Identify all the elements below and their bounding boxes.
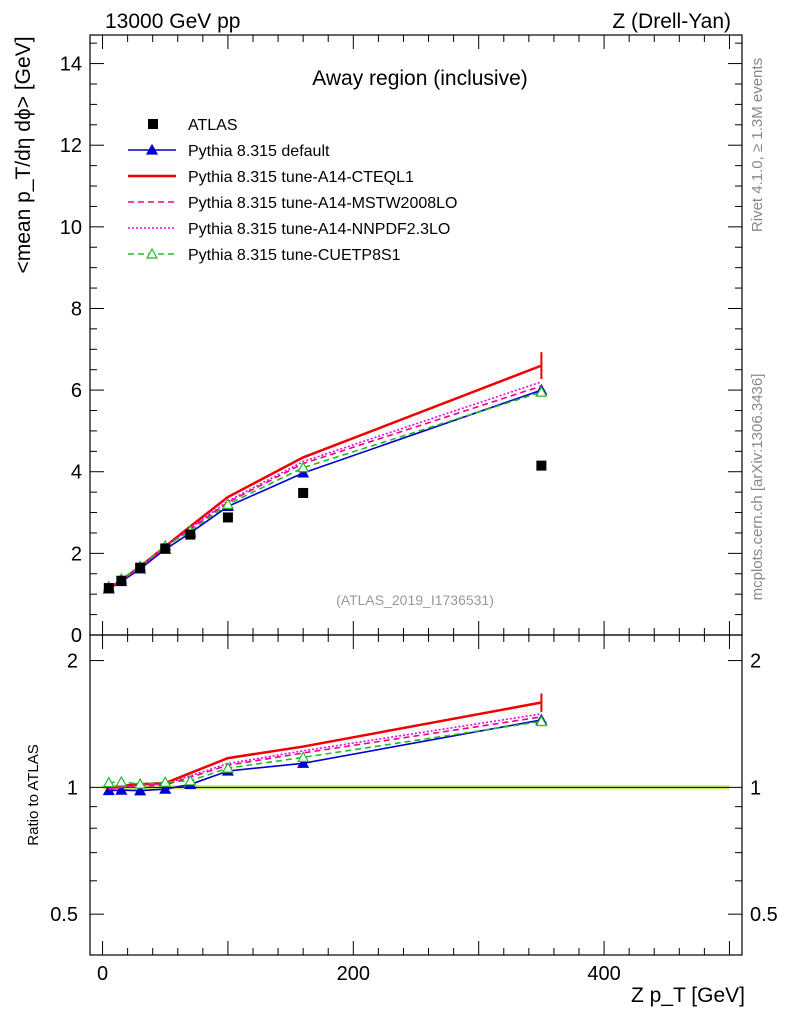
ratio-marker: [102, 784, 115, 796]
data-point: [135, 562, 146, 573]
series-line-3: [108, 381, 542, 590]
ratio-panel-frame: [89, 634, 743, 956]
ratio-marker: [159, 782, 172, 794]
series-marker: [297, 461, 310, 473]
ratio-marker: [297, 757, 310, 768]
data-point: [160, 543, 171, 554]
y-tick-label: 8: [71, 298, 82, 320]
ratio-tick-label: 1: [67, 777, 78, 799]
y-tick-label: 0: [71, 625, 82, 647]
legend-marker-data: [148, 119, 158, 129]
legend-label: Pythia 8.315 tune-A14-CTEQL1: [188, 169, 414, 186]
header-right: Z (Drell-Yan): [612, 10, 731, 33]
data-point: [185, 529, 196, 540]
ratio-marker: [159, 776, 172, 787]
ratio-marker: [115, 783, 128, 795]
series-marker: [221, 498, 234, 509]
ratio-marker: [535, 715, 548, 727]
y-tick-label: 2: [71, 543, 82, 565]
legend-marker: [145, 143, 159, 155]
analysis-id: (ATLAS_2019_I1736531): [336, 592, 494, 608]
ratio-tick-label-right: 2: [750, 651, 761, 673]
legend-label: Pythia 8.315 default: [188, 143, 330, 160]
ratio-tick-label-right: 1: [750, 777, 761, 799]
ratio-tick-label-right: 0.5: [750, 904, 778, 926]
ratio-line-2: [108, 716, 542, 790]
x-tick-label: 400: [587, 963, 620, 985]
y-tick-label: 10: [60, 217, 82, 239]
x-tick-label: 200: [337, 963, 370, 985]
series-line-1: [108, 364, 542, 590]
ratio-tick-label: 0.5: [50, 904, 78, 926]
plot-title: Away region (inclusive): [312, 67, 528, 90]
y-tick-label: 6: [71, 380, 82, 402]
ratio-marker: [297, 751, 310, 762]
rivet-label: Rivet 4.1.0, ≥ 1.3M events: [749, 58, 766, 232]
header-left: 13000 GeV pp: [105, 10, 240, 33]
series-marker: [535, 385, 548, 397]
ratio-axis-label: Ratio to ATLAS: [25, 744, 42, 845]
series-line-2: [108, 385, 542, 590]
ratio-line-1: [108, 701, 542, 791]
legend: ATLAS Pythia 8.315 default Pythia 8.315 tu…: [128, 117, 457, 264]
data-point: [103, 583, 114, 594]
mcplots-label: mcplots.cern.ch [arXiv:1306.3436]: [749, 374, 766, 601]
data-point: [536, 460, 547, 471]
legend-marker: [145, 247, 159, 259]
legend-label: Pythia 8.315 tune-A14-MSTW2008LO: [188, 195, 457, 212]
series-line-4: [108, 391, 542, 588]
legend-label: Pythia 8.315 tune-CUETP8S1: [188, 247, 401, 264]
data-point: [222, 512, 233, 523]
y-tick-label: 12: [60, 135, 82, 157]
ratio-tick-label: 2: [67, 651, 78, 673]
x-axis-label: Z p_T [GeV]: [631, 984, 745, 1007]
ratio-line-4: [108, 720, 542, 785]
series-line-0: [108, 389, 542, 590]
legend-label: ATLAS: [188, 117, 238, 134]
y-tick-label: 14: [60, 54, 82, 76]
y-tick-label: 4: [71, 462, 82, 484]
series-marker: [297, 466, 310, 478]
ratio-marker: [184, 774, 197, 786]
y-axis-label: <mean p_T/dη dϕ> [GeV]: [12, 36, 35, 273]
ratio-marker: [134, 777, 147, 789]
ratio-marker: [134, 784, 147, 796]
ratio-marker: [115, 775, 128, 787]
data-point: [298, 487, 309, 498]
data-point: [116, 575, 127, 586]
ratio-marker: [102, 776, 115, 788]
legend-label: Pythia 8.315 tune-A14-NNPDF2.3LO: [188, 221, 450, 238]
ratio-line-3: [108, 713, 542, 790]
x-tick-label: 0: [97, 963, 108, 985]
ratio-marker: [221, 761, 234, 773]
